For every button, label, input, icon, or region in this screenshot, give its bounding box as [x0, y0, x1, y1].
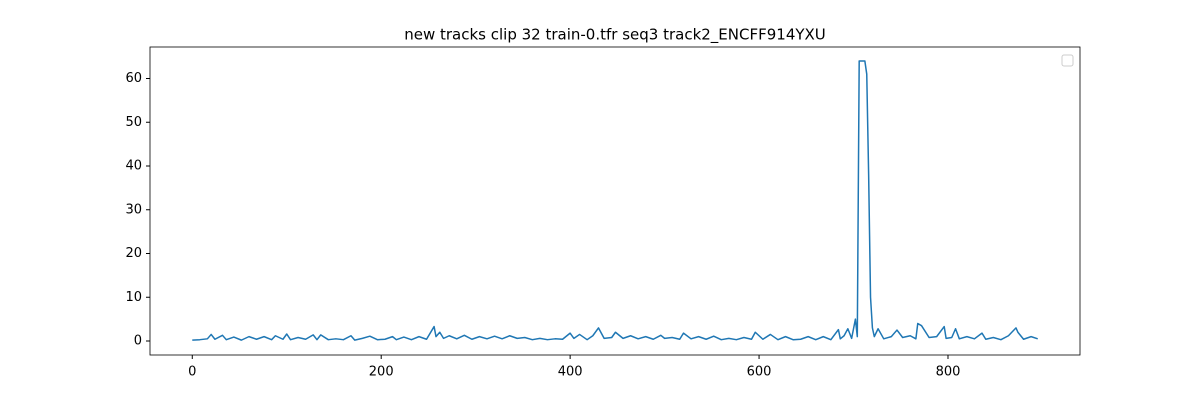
y-tick-label: 10 [125, 290, 142, 305]
y-tick-label: 20 [125, 246, 142, 261]
y-tick-label: 30 [125, 202, 142, 217]
y-tick-label: 40 [125, 159, 142, 174]
y-tick-label: 0 [134, 334, 142, 349]
legend [1061, 54, 1074, 67]
x-tick-label: 600 [747, 365, 772, 380]
x-tick-label: 200 [369, 365, 394, 380]
x-tick-label: 400 [558, 365, 583, 380]
x-tick-label: 800 [936, 365, 961, 380]
y-tick-label: 60 [125, 71, 142, 86]
x-tick-label: 0 [188, 365, 196, 380]
axes-frame [149, 46, 1081, 356]
y-tick-label: 50 [125, 115, 142, 130]
line-series [192, 60, 1038, 341]
chart-title: new tracks clip 32 train-0.tfr seq3 trac… [404, 26, 826, 45]
